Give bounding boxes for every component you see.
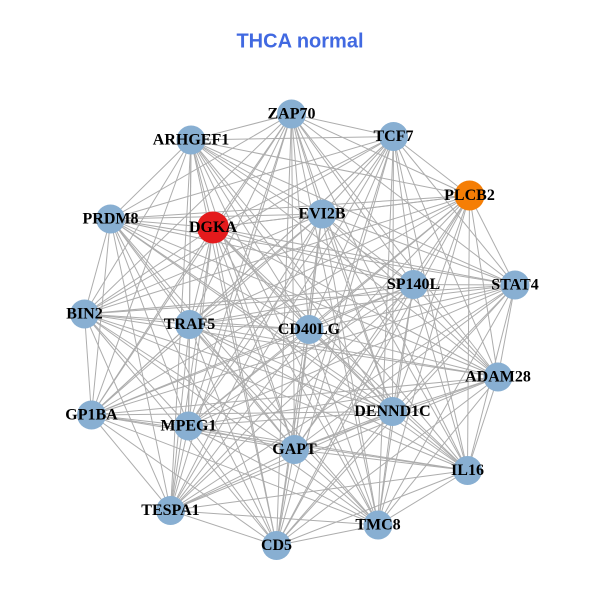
svg-text:PRDM8: PRDM8 [83, 211, 139, 228]
svg-text:THCA normal: THCA normal [236, 31, 363, 53]
svg-text:ZAP70: ZAP70 [268, 106, 316, 123]
svg-text:ADAM28: ADAM28 [465, 369, 531, 386]
svg-text:TESPA1: TESPA1 [141, 502, 199, 519]
svg-text:GAPT: GAPT [272, 441, 317, 458]
svg-text:TMC8: TMC8 [355, 517, 400, 534]
svg-text:DENND1C: DENND1C [354, 403, 430, 420]
svg-text:SP140L: SP140L [387, 276, 440, 293]
svg-text:BIN2: BIN2 [66, 306, 102, 323]
svg-text:MPEG1: MPEG1 [161, 418, 217, 435]
svg-text:CD40LG: CD40LG [278, 321, 341, 338]
svg-text:EVI2B: EVI2B [298, 206, 345, 223]
svg-text:TCF7: TCF7 [374, 128, 414, 145]
svg-text:TRAF5: TRAF5 [164, 316, 216, 333]
svg-text:GP1BA: GP1BA [65, 407, 118, 424]
svg-text:IL16: IL16 [451, 462, 484, 479]
svg-text:CD5: CD5 [261, 537, 292, 554]
svg-text:STAT4: STAT4 [491, 277, 538, 294]
svg-text:PLCB2: PLCB2 [444, 187, 495, 204]
svg-text:ARHGEF1: ARHGEF1 [153, 132, 229, 149]
svg-text:DGKA: DGKA [189, 219, 237, 236]
